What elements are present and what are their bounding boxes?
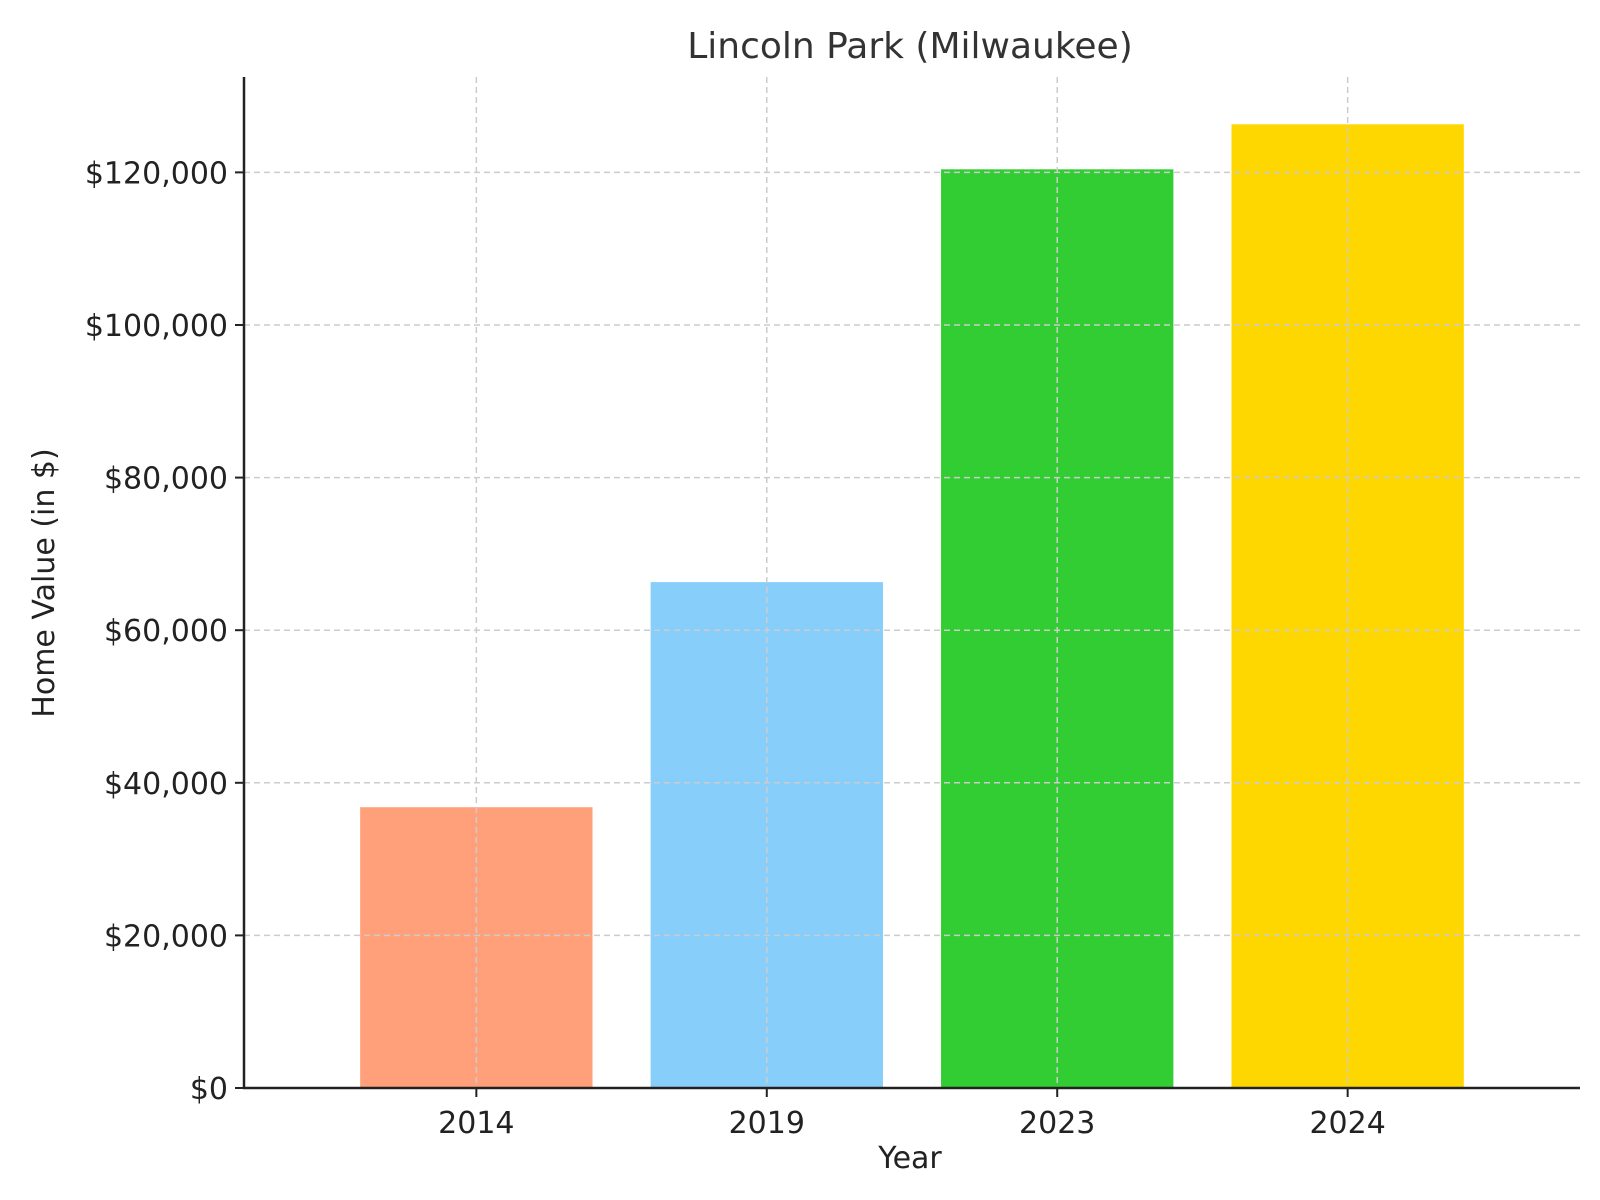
x-tick-label: 2024 xyxy=(1309,1106,1385,1141)
y-tick-label: $60,000 xyxy=(104,614,228,649)
x-tick-label: 2023 xyxy=(1019,1106,1095,1141)
x-axis-title: Year xyxy=(877,1141,942,1176)
y-tick-label: $80,000 xyxy=(104,462,228,497)
y-tick-label: $120,000 xyxy=(85,156,228,191)
x-tick-label: 2014 xyxy=(438,1106,514,1141)
x-tick-label: 2019 xyxy=(729,1106,805,1141)
bar-2019 xyxy=(650,582,883,1088)
y-tick-label: $0 xyxy=(190,1072,228,1107)
bars xyxy=(360,124,1464,1088)
grid-lines xyxy=(244,77,1580,1088)
y-tick-label: $40,000 xyxy=(104,767,228,802)
x-ticks: 2014 2019 2023 2024 xyxy=(438,1088,1386,1141)
y-axis-title: Home Value (in $) xyxy=(27,448,62,717)
chart-title: Lincoln Park (Milwaukee) xyxy=(687,26,1133,67)
y-tick-label: $100,000 xyxy=(85,309,228,344)
y-tick-label: $20,000 xyxy=(104,919,228,954)
y-ticks: $0 $20,000 $40,000 $60,000 $80,000 $100,000 $1… xyxy=(85,156,244,1107)
